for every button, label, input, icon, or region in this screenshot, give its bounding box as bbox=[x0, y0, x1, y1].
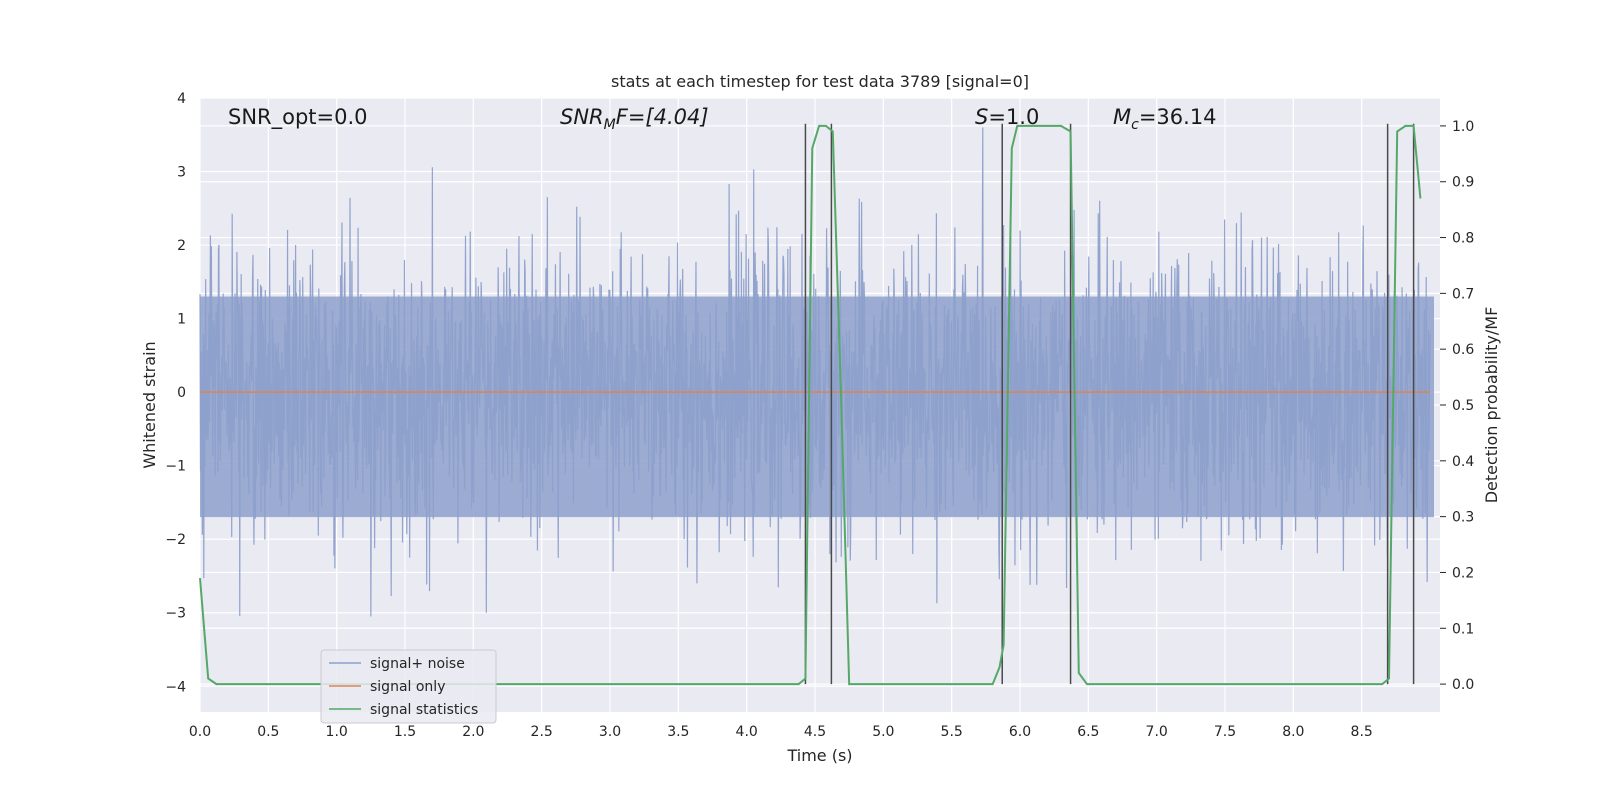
legend-label-signal-statistics: signal statistics bbox=[370, 702, 478, 718]
annotation-s: S=1.0 bbox=[975, 105, 1039, 129]
y-tick-label-7: 3 bbox=[177, 165, 186, 181]
x-tick-label-9: 4.5 bbox=[804, 724, 826, 740]
x-tick-label-13: 6.5 bbox=[1077, 724, 1099, 740]
y-tick-label-6: 2 bbox=[177, 238, 186, 254]
y-tick-label-8: 4 bbox=[177, 91, 186, 107]
annotation-snr-mf-sub: M bbox=[604, 117, 616, 133]
y-axis-ticks: −4 −3 −2 −1 0 1 2 3 4 bbox=[165, 91, 186, 695]
x-tick-label-2: 1.0 bbox=[326, 724, 348, 740]
annotation-s-main: S bbox=[975, 105, 988, 129]
detection-markers bbox=[804, 123, 1415, 685]
y2-tick-label-6: 0.6 bbox=[1452, 342, 1474, 358]
x-tick-label-11: 5.5 bbox=[941, 724, 963, 740]
annotation-mc: Mc=36.14 bbox=[1113, 105, 1217, 133]
series-signal-statistics bbox=[199, 124, 1422, 686]
y-tick-label-1: −3 bbox=[165, 606, 186, 622]
x-tick-label-7: 3.5 bbox=[667, 724, 689, 740]
x-tick-label-16: 8.0 bbox=[1282, 724, 1304, 740]
x-tick-label-15: 7.5 bbox=[1214, 724, 1236, 740]
y2-tick-label-1: 0.1 bbox=[1452, 621, 1474, 637]
x-tick-label-17: 8.5 bbox=[1351, 724, 1373, 740]
x-tick-label-4: 2.0 bbox=[462, 724, 484, 740]
x-tick-label-3: 1.5 bbox=[394, 724, 416, 740]
annotation-mc-main: M bbox=[1113, 105, 1131, 129]
y-axis-label: Whitened strain bbox=[140, 341, 159, 468]
y2-axis-label: Detection probability/MF bbox=[1482, 307, 1501, 504]
y2-tick-label-5: 0.5 bbox=[1452, 398, 1474, 414]
legend-label-signal-noise: signal+ noise bbox=[370, 656, 465, 672]
y2-tick-label-10: 1.0 bbox=[1452, 119, 1474, 135]
noise-line bbox=[199, 127, 1431, 617]
x-tick-label-10: 5.0 bbox=[872, 724, 894, 740]
signal-statistics-line bbox=[199, 124, 1422, 686]
legend-label-signal-only: signal only bbox=[370, 679, 445, 695]
series-signal-noise bbox=[199, 127, 1434, 617]
y-tick-label-5: 1 bbox=[177, 312, 186, 328]
y2-tick-label-9: 0.9 bbox=[1452, 175, 1474, 191]
annotation-snr-opt: SNR_opt=0.0 bbox=[228, 105, 368, 130]
y2-tick-label-3: 0.3 bbox=[1452, 510, 1474, 526]
y2-tick-label-0: 0.0 bbox=[1452, 677, 1474, 693]
x-tick-label-12: 6.0 bbox=[1009, 724, 1031, 740]
y2-tick-label-2: 0.2 bbox=[1452, 565, 1474, 581]
y-tick-label-4: 0 bbox=[177, 385, 186, 401]
legend: signal+ noise signal only signal statist… bbox=[320, 649, 497, 724]
x-tick-label-8: 4.0 bbox=[736, 724, 758, 740]
y-tick-label-0: −4 bbox=[165, 679, 186, 695]
x-tick-label-5: 2.5 bbox=[531, 724, 553, 740]
x-axis-label: Time (s) bbox=[786, 746, 852, 765]
x-tick-label-6: 3.0 bbox=[599, 724, 621, 740]
x-axis-ticks: 0.0 0.5 1.0 1.5 2.0 2.5 3.0 3.5 4.0 4.5 5.0 5.5 6.0 6… bbox=[189, 724, 1373, 740]
y-tick-label-2: −2 bbox=[165, 532, 186, 548]
legend-box bbox=[320, 649, 497, 724]
annotation-mc-tail: =36.14 bbox=[1139, 105, 1217, 129]
annotation-snr-mf-main: SNR bbox=[560, 105, 604, 129]
y-tick-label-3: −1 bbox=[165, 459, 186, 475]
annotation-s-tail: =1.0 bbox=[988, 105, 1039, 129]
x-tick-label-0: 0.0 bbox=[189, 724, 211, 740]
x-tick-label-1: 0.5 bbox=[257, 724, 279, 740]
y2-axis-ticks: 0.0 0.1 0.2 0.3 0.4 0.5 0.6 0.7 0.8 0.9 1.0 bbox=[1440, 119, 1474, 693]
annotation-snr-mf-tail: F=[4.04] bbox=[616, 105, 709, 129]
x-tick-label-14: 7.0 bbox=[1146, 724, 1168, 740]
annotation-mc-sub: c bbox=[1131, 117, 1139, 133]
annotation-snr-mf: SNRMF=[4.04] bbox=[560, 105, 709, 133]
y2-tick-label-8: 0.8 bbox=[1452, 231, 1474, 247]
y2-tick-label-7: 0.7 bbox=[1452, 286, 1474, 302]
y2-tick-label-4: 0.4 bbox=[1452, 454, 1474, 470]
chart-title: stats at each timestep for test data 378… bbox=[611, 72, 1029, 91]
